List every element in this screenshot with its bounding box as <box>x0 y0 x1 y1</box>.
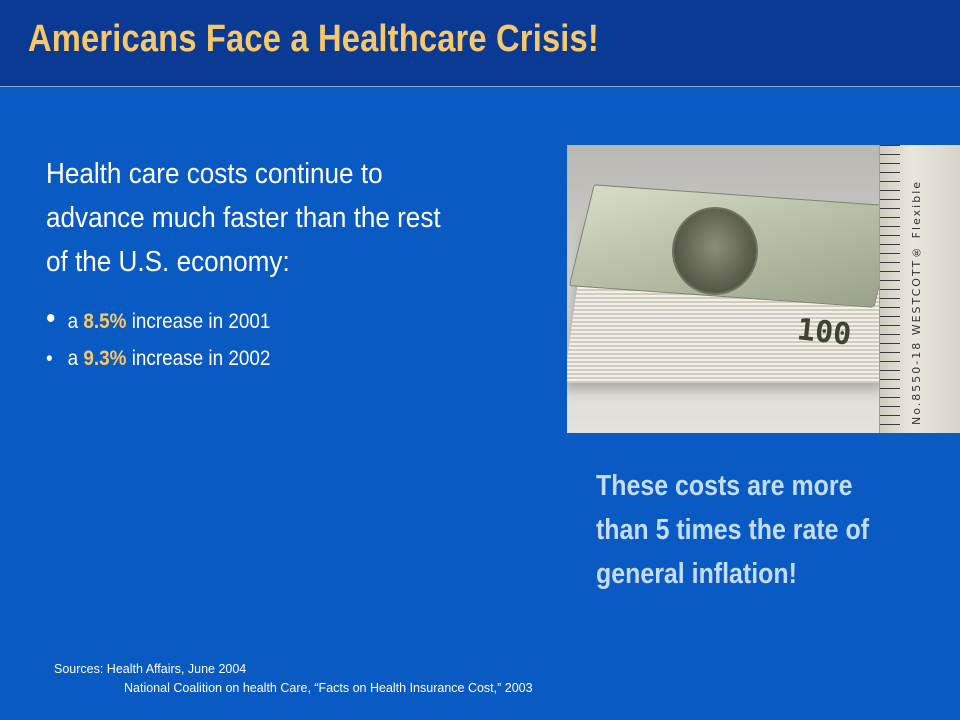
bullet-prefix: a <box>67 310 84 333</box>
ruler: No.8550-18 WESTCOTT® Flexible <box>879 145 960 433</box>
title-bar: Americans Face a Healthcare Crisis! <box>0 0 960 87</box>
bill-denomination-mark: 100 <box>795 312 853 353</box>
bullet-suffix: increase in 2001 <box>126 310 271 333</box>
bullet-item: • a 9.3% increase in 2002 <box>46 342 469 382</box>
callout-text: These costs are more than 5 times the ra… <box>596 470 870 590</box>
bullet-dot-icon: • <box>46 302 56 335</box>
ruler-brand-mark: No.8550-18 WESTCOTT® Flexible <box>910 179 923 425</box>
bullet-suffix: increase in 2002 <box>126 347 271 370</box>
bullet-value: 8.5% <box>83 310 127 333</box>
bullet-dot-icon: • <box>46 347 53 370</box>
sources-line-2: National Coalition on health Care, “Fact… <box>124 681 533 695</box>
sources-line-1: Sources: Health Affairs, June 2004 <box>54 662 247 676</box>
bullet-list: • a 8.5% increase in 2001 • a 9.3% increas… <box>46 302 469 382</box>
bullet-item: • a 8.5% increase in 2001 <box>46 302 469 342</box>
bullet-prefix: a <box>67 347 84 370</box>
money-ruler-photo: 100 No.8550-18 WESTCOTT® Flexible <box>567 145 960 433</box>
lead-paragraph: Health care costs continue to advance mu… <box>46 158 441 278</box>
ruler-ticks <box>880 145 900 433</box>
bullet-value: 9.3% <box>83 347 127 370</box>
slide-title: Americans Face a Healthcare Crisis! <box>28 18 599 60</box>
sources-footnote: Sources: Health Affairs, June 2004 Natio… <box>54 660 694 698</box>
